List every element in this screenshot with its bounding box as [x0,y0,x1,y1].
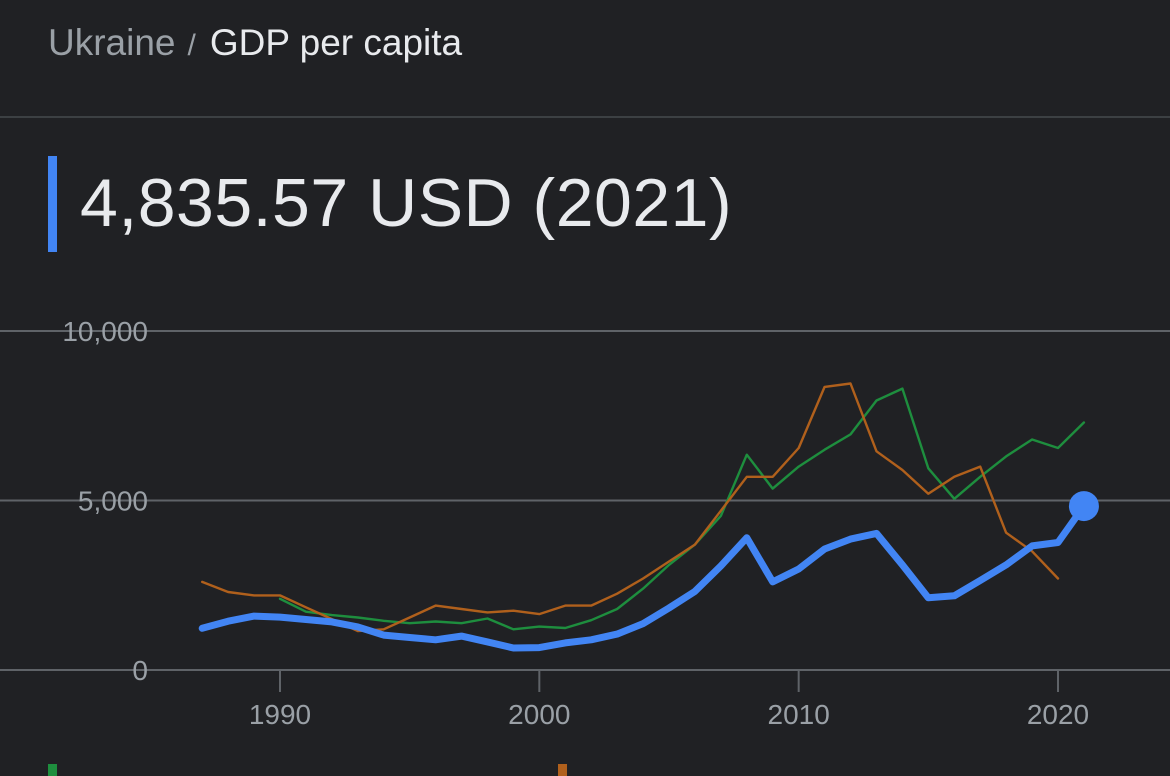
comparison-series-line[interactable] [278,387,1086,631]
y-tick-label: 5,000 [78,486,148,517]
breadcrumb-current: GDP per capita [209,22,463,63]
gridlines [0,330,1170,692]
gdp-line-chart[interactable]: 0 5,000 10,000 1990 2000 2010 2020 [0,300,1170,772]
axis-ticks: 0 5,000 10,000 1990 2000 2010 2020 [62,316,1089,730]
breadcrumb-separator: / [187,29,196,62]
legend-swatch-green[interactable] [48,764,57,776]
breadcrumb: Ukraine / GDP per capita [48,22,462,64]
legend-swatch-orange[interactable] [558,764,567,776]
header-divider [0,116,1170,118]
series-lines [198,382,1099,652]
headline-accent-bar [48,156,57,252]
x-tick-label: 2010 [768,699,830,730]
y-tick-label: 0 [132,655,148,686]
x-tick-label: 1990 [249,699,311,730]
breadcrumb-parent-link[interactable]: Ukraine [48,22,176,63]
x-tick-label: 2020 [1027,699,1089,730]
latest-value-point[interactable] [1068,491,1099,522]
x-tick-label: 2000 [508,699,570,730]
y-tick-label: 10,000 [62,316,148,347]
primary-series-line[interactable] [198,502,1088,652]
headline-value: 4,835.57 USD (2021) [80,165,733,241]
